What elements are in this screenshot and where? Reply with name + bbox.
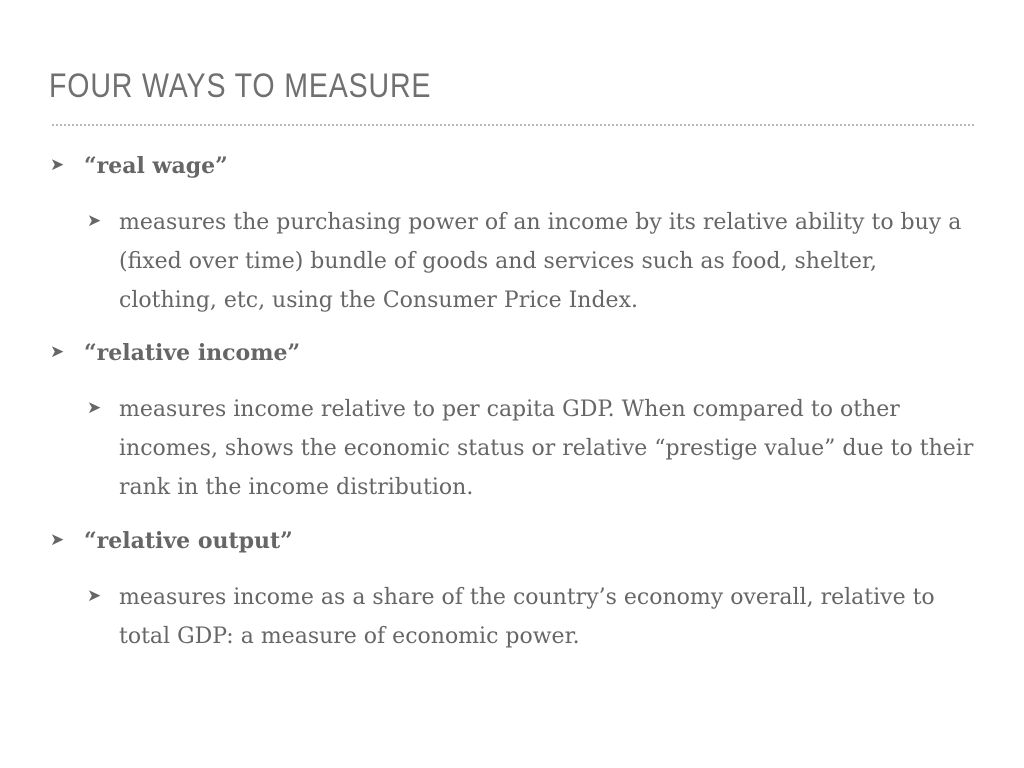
sub-bullet-text: measures the purchasing power of an inco… (119, 210, 962, 313)
bullet-relative-output: ➤ “relative output” (50, 528, 293, 554)
bullet-label: “relative output” (84, 528, 293, 554)
title-divider (52, 124, 974, 126)
sub-bullet-text: measures income relative to per capita G… (119, 397, 974, 500)
bullet-label: “real wage” (84, 153, 228, 179)
slide-title: Four Ways to Measure (49, 67, 432, 105)
arrow-bullet-icon: ➤ (50, 530, 65, 550)
arrow-bullet-icon: ➤ (87, 398, 102, 418)
sub-bullet-text: measures income as a share of the countr… (119, 585, 935, 649)
sub-bullet-relative-output: ➤ measures income as a share of the coun… (87, 578, 987, 656)
arrow-bullet-icon: ➤ (50, 155, 65, 175)
bullet-label: “relative income” (84, 340, 301, 366)
arrow-bullet-icon: ➤ (50, 342, 65, 362)
arrow-bullet-icon: ➤ (87, 586, 102, 606)
sub-bullet-relative-income: ➤ measures income relative to per capita… (87, 390, 987, 507)
sub-bullet-real-wage: ➤ measures the purchasing power of an in… (87, 203, 987, 320)
bullet-relative-income: ➤ “relative income” (50, 340, 300, 366)
bullet-real-wage: ➤ “real wage” (50, 153, 228, 179)
arrow-bullet-icon: ➤ (87, 211, 102, 231)
